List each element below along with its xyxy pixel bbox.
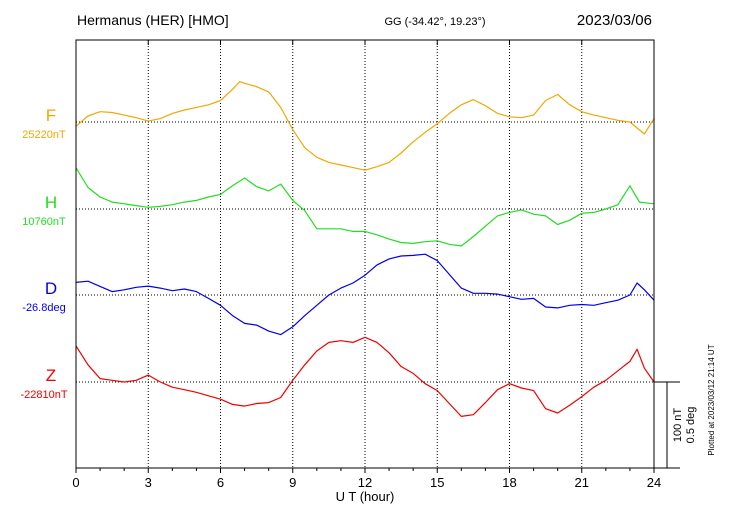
x-tick-label: 9 <box>289 475 296 490</box>
x-axis-ticks: 0 3 6 9 12 15 18 21 24 <box>72 40 661 490</box>
station-coordinates: GG (-34.42°, 19.23°) <box>384 16 485 28</box>
x-tick-label: 24 <box>647 475 661 490</box>
plotted-at-note: Plotted at 2023/03/12 21:14 UT <box>707 344 716 455</box>
x-tick-label: 18 <box>502 475 516 490</box>
series-lines <box>75 81 655 417</box>
baselines <box>76 121 654 383</box>
series-baseline-h: 10760nT <box>22 216 66 228</box>
grid <box>147 40 583 468</box>
series-line-h <box>75 167 655 247</box>
station-title: Hermanus (HER) [HMO] <box>77 12 229 28</box>
series-labels: F 25220nT H 10760nT D -26.8deg Z -22810nT <box>20 106 67 401</box>
x-tick-label: 6 <box>217 475 224 490</box>
series-name-h: H <box>45 193 57 212</box>
x-axis-label: U T (hour) <box>336 489 395 504</box>
series-name-z: Z <box>46 366 56 385</box>
x-tick-label: 21 <box>575 475 589 490</box>
series-line-f <box>75 81 655 171</box>
scale-bar-label-nt: 100 nT <box>672 408 684 443</box>
scale-bar: 100 nT 0.5 deg <box>654 381 697 469</box>
series-baseline-z: -22810nT <box>20 389 67 401</box>
series-name-f: F <box>46 106 56 125</box>
series-baseline-d: -26.8deg <box>22 302 65 314</box>
plot-date: 2023/03/06 <box>577 12 652 29</box>
x-tick-label: 15 <box>430 475 444 490</box>
series-line-d <box>75 253 655 336</box>
x-tick-label: 12 <box>358 475 372 490</box>
x-tick-label: 3 <box>145 475 152 490</box>
scale-bar-label-deg: 0.5 deg <box>685 407 697 444</box>
series-name-d: D <box>45 279 57 298</box>
x-tick-label: 0 <box>72 475 79 490</box>
series-line-z <box>75 336 655 417</box>
series-baseline-f: 25220nT <box>22 129 66 141</box>
